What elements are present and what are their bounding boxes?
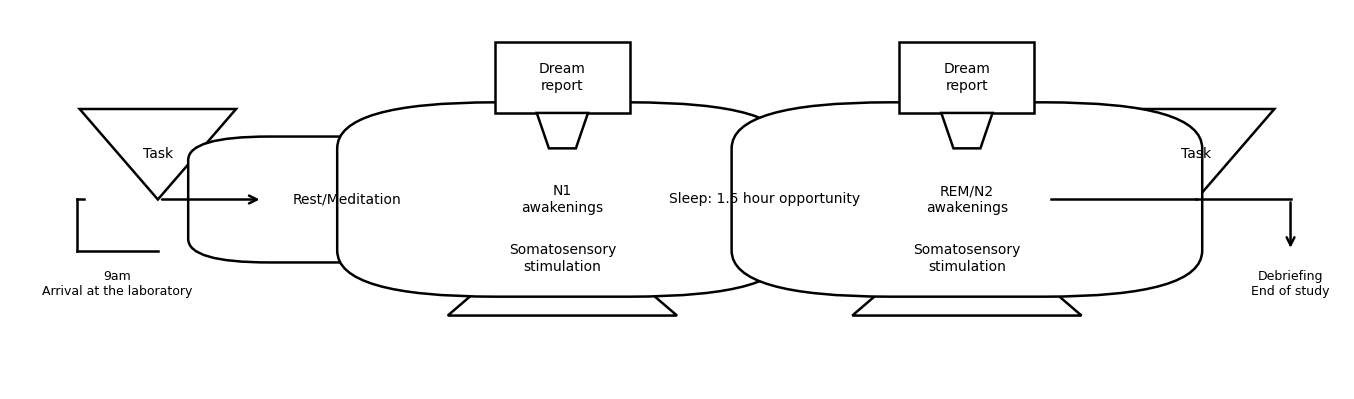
Text: Dream
report: Dream report <box>944 62 990 93</box>
Text: Task: Task <box>1181 147 1212 161</box>
Text: 9am
Arrival at the laboratory: 9am Arrival at the laboratory <box>42 270 192 298</box>
Polygon shape <box>852 217 1082 316</box>
Text: Dream
report: Dream report <box>539 62 586 93</box>
Text: Rest/Meditation: Rest/Meditation <box>292 192 401 207</box>
Polygon shape <box>941 113 992 148</box>
FancyBboxPatch shape <box>188 136 505 263</box>
Text: N1
awakenings: N1 awakenings <box>521 184 604 215</box>
Text: Somatosensory
stimulation: Somatosensory stimulation <box>509 243 616 274</box>
Polygon shape <box>536 113 588 148</box>
FancyBboxPatch shape <box>496 42 630 113</box>
FancyBboxPatch shape <box>899 42 1034 113</box>
Text: Debriefing
End of study: Debriefing End of study <box>1251 270 1330 298</box>
Text: Sleep: 1.5 hour opportunity: Sleep: 1.5 hour opportunity <box>669 192 860 207</box>
Polygon shape <box>1118 109 1274 200</box>
FancyBboxPatch shape <box>731 102 1202 297</box>
Text: Somatosensory
stimulation: Somatosensory stimulation <box>913 243 1021 274</box>
Polygon shape <box>448 217 677 316</box>
Text: REM/N2
awakenings: REM/N2 awakenings <box>926 184 1007 215</box>
FancyBboxPatch shape <box>337 102 788 297</box>
Polygon shape <box>80 109 236 200</box>
Text: Task: Task <box>142 147 173 161</box>
